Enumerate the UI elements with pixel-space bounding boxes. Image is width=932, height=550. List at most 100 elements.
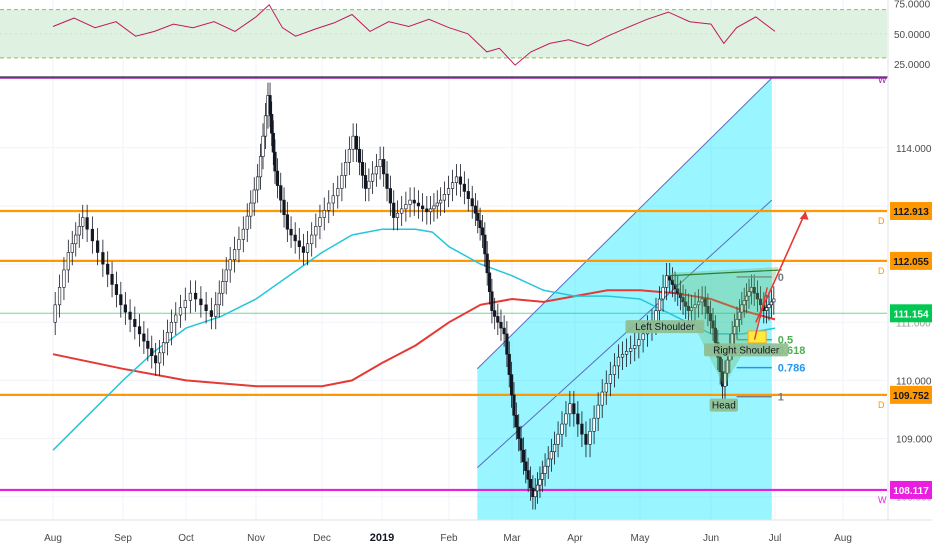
candle-body bbox=[681, 297, 685, 303]
candle-body bbox=[600, 391, 604, 406]
price-axis-bg bbox=[888, 0, 932, 550]
candle-body bbox=[57, 287, 62, 306]
candle-body bbox=[764, 307, 769, 311]
candle-body bbox=[608, 374, 612, 384]
candle-body bbox=[314, 226, 318, 236]
candle-body bbox=[74, 234, 78, 245]
candle-body bbox=[510, 374, 514, 396]
candle-body bbox=[158, 352, 162, 364]
candle-body bbox=[740, 304, 744, 313]
candle-body bbox=[367, 180, 371, 189]
candle-body bbox=[560, 423, 564, 435]
candle-body bbox=[340, 175, 344, 189]
candle-body bbox=[487, 272, 492, 293]
candle-body bbox=[271, 132, 275, 153]
candle-body bbox=[261, 135, 265, 157]
candle-body bbox=[241, 228, 245, 240]
candle-body bbox=[371, 173, 375, 182]
candle-body bbox=[336, 188, 340, 197]
target-box bbox=[747, 330, 767, 344]
candle-body bbox=[110, 273, 114, 285]
candle-body bbox=[696, 301, 701, 306]
candle-body bbox=[713, 327, 717, 343]
candle-body bbox=[718, 356, 722, 372]
rsi-tick-0: 75.0000 bbox=[894, 0, 931, 11]
candle-body bbox=[282, 199, 286, 215]
candle-body bbox=[572, 403, 576, 415]
rsi-panel bbox=[0, 4, 932, 78]
candle-body bbox=[150, 348, 154, 357]
candle-body bbox=[686, 305, 690, 311]
candle-body bbox=[378, 159, 382, 167]
candle-body bbox=[637, 339, 641, 346]
candle-body bbox=[221, 281, 225, 294]
candle-body bbox=[535, 484, 540, 492]
candle-body bbox=[684, 301, 688, 307]
candle-body bbox=[706, 305, 710, 314]
candle-body bbox=[661, 287, 665, 300]
candle-body bbox=[517, 426, 521, 439]
candle-body bbox=[194, 292, 198, 300]
channel-overlay bbox=[476, 77, 773, 520]
annotation-bg-0 bbox=[625, 320, 705, 334]
candle-body bbox=[505, 333, 509, 355]
candle-body bbox=[81, 217, 85, 227]
candle-body bbox=[755, 292, 759, 300]
level-badge-label-0: 112.913 bbox=[893, 207, 929, 218]
candle-body bbox=[249, 202, 253, 217]
candle-body bbox=[580, 423, 584, 435]
candle-body bbox=[62, 269, 66, 288]
candle-body bbox=[53, 304, 57, 323]
candle-body bbox=[538, 478, 542, 486]
level-letter-0: D bbox=[878, 216, 885, 226]
candle-body bbox=[66, 252, 70, 271]
candle-body bbox=[400, 208, 404, 214]
candle-body bbox=[462, 183, 466, 192]
candle-body bbox=[592, 417, 596, 432]
candle-body bbox=[620, 353, 625, 358]
candle-body bbox=[263, 115, 268, 137]
candle-body bbox=[576, 413, 580, 425]
time-label-5: 2019 bbox=[370, 532, 394, 544]
candle-body bbox=[633, 345, 637, 349]
candle-body bbox=[256, 176, 260, 191]
candle-body bbox=[521, 449, 526, 463]
candle-body bbox=[616, 356, 621, 367]
candle-body bbox=[744, 295, 749, 301]
candle-body bbox=[204, 304, 208, 311]
candle-body bbox=[689, 307, 694, 311]
channel-fill bbox=[477, 78, 772, 520]
candle-body bbox=[318, 217, 322, 227]
time-label-6: Feb bbox=[440, 533, 458, 544]
level-badge-1 bbox=[890, 251, 932, 270]
candle-body bbox=[154, 355, 158, 364]
candle-body bbox=[732, 326, 737, 335]
candle-body bbox=[275, 170, 280, 186]
candle-body bbox=[549, 451, 553, 460]
candle-body bbox=[161, 342, 166, 354]
fib-label-0: 0 bbox=[778, 272, 784, 284]
candle-body bbox=[678, 292, 682, 298]
candle-body bbox=[556, 433, 560, 445]
candle-body bbox=[90, 228, 94, 242]
candle-body bbox=[416, 202, 421, 207]
ma-fast-line bbox=[52, 228, 776, 451]
candle-body bbox=[657, 298, 662, 311]
candle-body bbox=[347, 148, 351, 163]
candle-body bbox=[188, 292, 192, 301]
time-label-2: Oct bbox=[178, 533, 194, 544]
candle-body bbox=[432, 205, 436, 210]
candle-body bbox=[752, 287, 756, 294]
candle-body bbox=[146, 340, 150, 349]
candle-body bbox=[480, 227, 485, 236]
candle-body bbox=[665, 275, 669, 288]
candle-body bbox=[767, 304, 771, 309]
time-label-3: Nov bbox=[247, 533, 265, 544]
level-badge-4 bbox=[890, 480, 932, 499]
candle-body bbox=[270, 114, 274, 134]
price-tick-partial-1: 111.000 bbox=[896, 318, 931, 329]
rsi-tick-1: 50.0000 bbox=[894, 30, 931, 41]
